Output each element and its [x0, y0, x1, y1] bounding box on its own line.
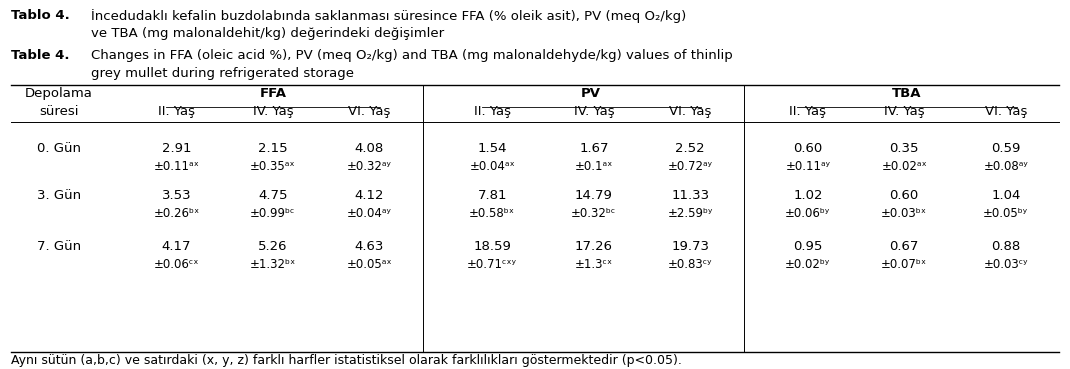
Text: 2.15: 2.15 [258, 142, 288, 155]
Text: 0.59: 0.59 [991, 142, 1021, 155]
Text: 3. Gün: 3. Gün [36, 189, 81, 202]
Text: ±0.04ᵃˣ: ±0.04ᵃˣ [470, 160, 515, 173]
Text: ±0.71ᶜˣʸ: ±0.71ᶜˣʸ [468, 258, 517, 271]
Text: 18.59: 18.59 [473, 239, 511, 253]
Text: 19.73: 19.73 [671, 239, 709, 253]
Text: ±0.1ᵃˣ: ±0.1ᵃˣ [575, 160, 613, 173]
Text: ±0.35ᵃˣ: ±0.35ᵃˣ [250, 160, 295, 173]
Text: 4.63: 4.63 [354, 239, 384, 253]
Text: 11.33: 11.33 [671, 189, 709, 202]
Text: ±0.58ᵇˣ: ±0.58ᵇˣ [470, 207, 515, 220]
Text: Aynı sütün (a,b,c) ve satırdaki (x, y, z) farklı harfler istatistiksel olarak fa: Aynı sütün (a,b,c) ve satırdaki (x, y, z… [11, 354, 682, 367]
Text: ±0.02ᵃˣ: ±0.02ᵃˣ [882, 160, 927, 173]
Text: ±0.72ᵃʸ: ±0.72ᵃʸ [668, 160, 713, 173]
Text: Tablo 4.: Tablo 4. [11, 9, 70, 22]
Text: ±0.11ᵃʸ: ±0.11ᵃʸ [785, 160, 830, 173]
Text: ±0.99ᵇᶜ: ±0.99ᵇᶜ [250, 207, 295, 220]
Text: 1.67: 1.67 [579, 142, 609, 155]
Text: 7.81: 7.81 [477, 189, 507, 202]
Text: ±0.07ᵇˣ: ±0.07ᵇˣ [881, 258, 928, 271]
Text: 14.79: 14.79 [575, 189, 613, 202]
Text: 1.04: 1.04 [991, 189, 1021, 202]
Text: ±0.05ᵇʸ: ±0.05ᵇʸ [983, 207, 1028, 220]
Text: FFA: FFA [259, 87, 287, 100]
Text: Depolama: Depolama [25, 87, 93, 100]
Text: II. Yaş: II. Yaş [790, 105, 826, 118]
Text: ±0.04ᵃʸ: ±0.04ᵃʸ [347, 207, 392, 220]
Text: ±0.11ᵃˣ: ±0.11ᵃˣ [154, 160, 199, 173]
Text: ±0.06ᵇʸ: ±0.06ᵇʸ [785, 207, 830, 220]
Text: 1.54: 1.54 [477, 142, 507, 155]
Text: VI. Yaş: VI. Yaş [984, 105, 1027, 118]
Text: ±0.03ᶜʸ: ±0.03ᶜʸ [983, 258, 1028, 271]
Text: 4.12: 4.12 [354, 189, 384, 202]
Text: ±0.03ᵇˣ: ±0.03ᵇˣ [882, 207, 927, 220]
Text: ±1.32ᵇˣ: ±1.32ᵇˣ [249, 258, 296, 271]
Text: 3.53: 3.53 [162, 189, 192, 202]
Text: Changes in FFA (oleic acid %), PV (meq O₂/kg) and TBA (mg malonaldehyde/kg) valu: Changes in FFA (oleic acid %), PV (meq O… [91, 49, 733, 62]
Text: 0. Gün: 0. Gün [36, 142, 81, 155]
Text: 0.95: 0.95 [793, 239, 823, 253]
Text: 2.91: 2.91 [162, 142, 192, 155]
Text: 2.52: 2.52 [675, 142, 705, 155]
Text: II. Yaş: II. Yaş [158, 105, 195, 118]
Text: 0.35: 0.35 [889, 142, 919, 155]
Text: IV. Yaş: IV. Yaş [884, 105, 924, 118]
Text: 5.26: 5.26 [258, 239, 288, 253]
Text: 7. Gün: 7. Gün [36, 239, 81, 253]
Text: 4.75: 4.75 [258, 189, 288, 202]
Text: Table 4.: Table 4. [11, 49, 70, 62]
Text: 0.60: 0.60 [889, 189, 919, 202]
Text: ve TBA (mg malonaldehit/kg) değerindeki değişimler: ve TBA (mg malonaldehit/kg) değerindeki … [91, 27, 444, 40]
Text: VI. Yaş: VI. Yaş [669, 105, 712, 118]
Text: ±0.32ᵇᶜ: ±0.32ᵇᶜ [571, 207, 616, 220]
Text: grey mullet during refrigerated storage: grey mullet during refrigerated storage [91, 67, 354, 80]
Text: VI. Yaş: VI. Yaş [348, 105, 391, 118]
Text: ±0.05ᵃˣ: ±0.05ᵃˣ [347, 258, 392, 271]
Text: 0.60: 0.60 [793, 142, 823, 155]
Text: ±2.59ᵇʸ: ±2.59ᵇʸ [668, 207, 713, 220]
Text: İncedudaklı kefalin buzdolabında saklanması süresince FFA (% oleik asit), PV (me: İncedudaklı kefalin buzdolabında saklanm… [91, 9, 686, 23]
Text: 4.08: 4.08 [354, 142, 384, 155]
Text: II. Yaş: II. Yaş [474, 105, 510, 118]
Text: IV. Yaş: IV. Yaş [253, 105, 293, 118]
Text: ±0.83ᶜʸ: ±0.83ᶜʸ [668, 258, 713, 271]
Text: 4.17: 4.17 [162, 239, 192, 253]
Text: ±1.3ᶜˣ: ±1.3ᶜˣ [575, 258, 613, 271]
Text: ±0.26ᵇˣ: ±0.26ᵇˣ [153, 207, 200, 220]
Text: 17.26: 17.26 [575, 239, 613, 253]
Text: ±0.06ᶜˣ: ±0.06ᶜˣ [154, 258, 199, 271]
Text: TBA: TBA [892, 87, 921, 100]
Text: 1.02: 1.02 [793, 189, 823, 202]
Text: 0.67: 0.67 [889, 239, 919, 253]
Text: ±0.08ᵃʸ: ±0.08ᵃʸ [983, 160, 1028, 173]
Text: IV. Yaş: IV. Yaş [574, 105, 614, 118]
Text: ±0.02ᵇʸ: ±0.02ᵇʸ [785, 258, 830, 271]
Text: 0.88: 0.88 [991, 239, 1021, 253]
Text: PV: PV [581, 87, 601, 100]
Text: ±0.32ᵃʸ: ±0.32ᵃʸ [347, 160, 392, 173]
Text: süresi: süresi [40, 105, 78, 118]
